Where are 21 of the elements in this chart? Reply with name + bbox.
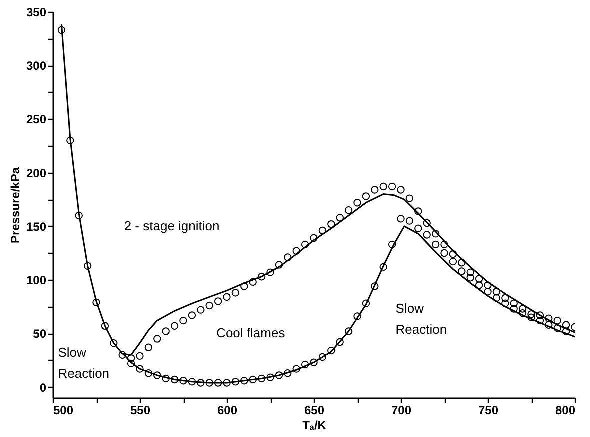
x-tick-label: 750 bbox=[478, 404, 499, 418]
annotation: Slow Reaction bbox=[58, 344, 110, 381]
x-tick-label: 550 bbox=[130, 404, 151, 418]
x-tick-label: 500 bbox=[54, 404, 74, 418]
y-tick-label: 100 bbox=[26, 274, 47, 288]
x-tick-label: 800 bbox=[555, 404, 576, 418]
y-tick-label: 300 bbox=[26, 59, 47, 74]
x-tick-label: 600 bbox=[217, 404, 238, 418]
annotation: Slow Reaction bbox=[396, 301, 448, 338]
y-tick-label: 250 bbox=[26, 112, 47, 127]
y-axis-title: Pressure/kPa bbox=[8, 167, 22, 244]
x-tick-label: 700 bbox=[391, 404, 412, 418]
y-tick-label: 150 bbox=[26, 220, 47, 234]
y-tick-label: 0 bbox=[40, 380, 47, 395]
x-axis-title: Tₐ/K bbox=[302, 418, 327, 432]
annotation: Cool flames bbox=[216, 326, 286, 341]
y-tick-label: 350 bbox=[26, 6, 47, 20]
y-tick-label: 200 bbox=[26, 166, 47, 180]
annotation: 2 - stage ignition bbox=[124, 218, 220, 234]
x-tick-label: 650 bbox=[304, 404, 325, 418]
y-tick-label: 50 bbox=[33, 327, 47, 342]
